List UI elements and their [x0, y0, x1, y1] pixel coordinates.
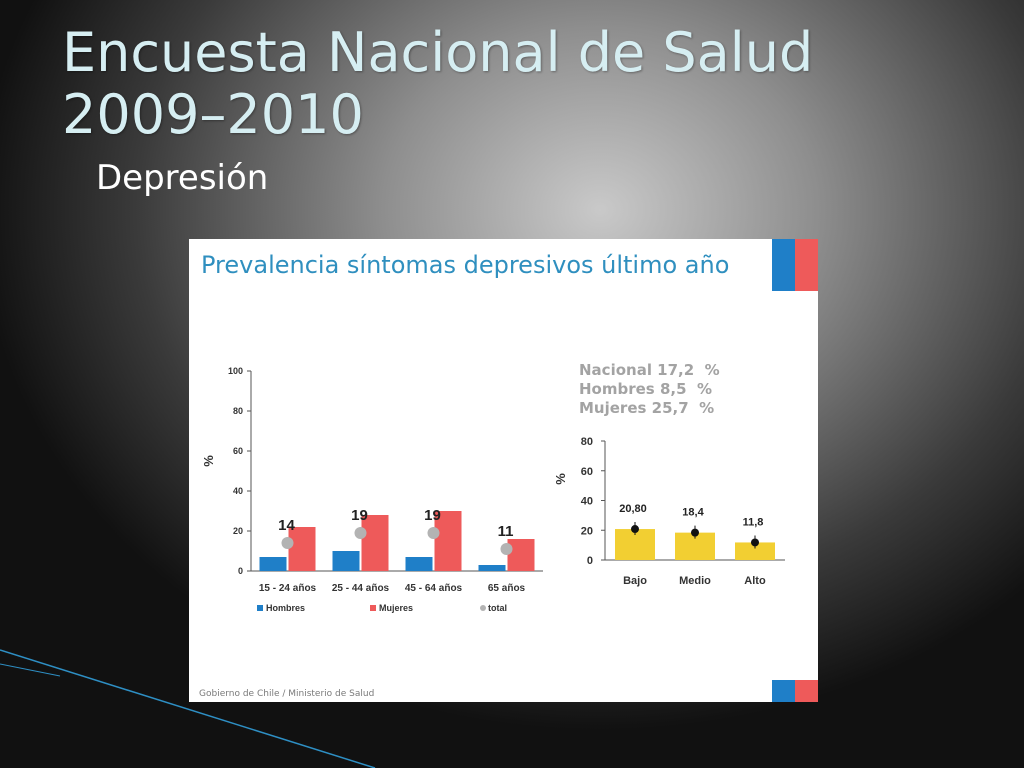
edu-data-label-0: 20,80: [619, 503, 647, 515]
bar-mujeres-2: [434, 511, 462, 571]
edu-bar-2: [735, 542, 775, 560]
chart-panel: Prevalencia síntomas depresivos último a…: [189, 239, 818, 702]
y-axis-label: %: [201, 455, 216, 467]
stat-nacional: Nacional 17,2 %: [579, 361, 720, 379]
age-group-chart: 0 20 40 60 80 100% 14 15 - 24 años 19 25 - 44 año…: [201, 366, 785, 613]
slide-subtitle: Depresión: [96, 158, 269, 198]
edu-y-tick-label-3: 60: [581, 466, 593, 478]
edu-y-tick-label-0: 0: [587, 555, 593, 567]
edu-y-axis-label: %: [553, 473, 568, 485]
bar-hombres-1: [332, 551, 360, 571]
legend-label-hombres: Hombres: [266, 603, 305, 613]
edu-y-tick-label-1: 20: [581, 525, 593, 537]
y-tick-label-2: 40: [233, 486, 243, 496]
y-tick-label-1: 20: [233, 526, 243, 536]
x-tick-label-1: 25 - 44 años: [332, 583, 390, 594]
bar-hombres-0: [259, 557, 287, 571]
panel-title: Prevalencia síntomas depresivos último a…: [201, 251, 730, 279]
legend-label-mujeres: Mujeres: [379, 603, 413, 613]
data-label-total-3: 11: [498, 523, 514, 540]
edu-y-tick-label-4: 80: [581, 436, 593, 448]
edu-data-label-1: 18,4: [682, 507, 704, 519]
legend-swatch-hombres: [257, 605, 263, 611]
point-total-3: [500, 543, 513, 555]
legend-label-total: total: [488, 603, 507, 613]
y-tick-label-3: 60: [233, 446, 243, 456]
edu-x-tick-label-0: Bajo: [623, 575, 647, 587]
y-tick-label-4: 80: [233, 406, 243, 416]
edu-x-tick-label-2: Alto: [744, 575, 766, 587]
bar-mujeres-1: [361, 515, 389, 571]
y-tick-label-5: 100: [228, 366, 243, 376]
bar-hombres-2: [405, 557, 433, 571]
flag-icon: [772, 239, 818, 291]
national-stats: Nacional 17,2 % Hombres 8,5 % Mujeres 25…: [579, 361, 720, 418]
y-tick-label-0: 0: [238, 566, 243, 576]
edu-point-2: [751, 538, 759, 547]
flag-icon-bottom: [772, 680, 818, 702]
point-total-2: [427, 527, 440, 539]
slide-title: Encuesta Nacional de Salud 2009–2010: [62, 21, 814, 146]
x-tick-label-2: 45 - 64 años: [405, 583, 463, 594]
data-label-total-2: 19: [424, 507, 441, 524]
data-label-total-1: 19: [351, 507, 368, 524]
bar-hombres-3: [478, 565, 506, 571]
point-total-1: [354, 527, 367, 539]
x-tick-label-0: 15 - 24 años: [259, 583, 317, 594]
edu-data-label-2: 11,8: [743, 516, 764, 528]
point-total-0: [281, 537, 294, 549]
stat-hombres: Hombres 8,5 %: [579, 380, 712, 398]
bar-mujeres-0: [288, 527, 316, 571]
stat-mujeres: Mujeres 25,7 %: [579, 399, 715, 417]
data-label-total-0: 14: [278, 517, 295, 534]
x-tick-label-3: 65 años: [488, 583, 526, 594]
legend-swatch-mujeres: [370, 605, 376, 611]
edu-point-1: [691, 528, 699, 537]
edu-x-tick-label-1: Medio: [679, 575, 711, 587]
footer-source: Gobierno de Chile / Ministerio de Salud: [199, 689, 375, 699]
edu-point-0: [631, 525, 639, 534]
edu-y-tick-label-2: 40: [581, 496, 593, 508]
bar-mujeres-3: [507, 539, 535, 571]
legend-swatch-total: [480, 605, 486, 611]
